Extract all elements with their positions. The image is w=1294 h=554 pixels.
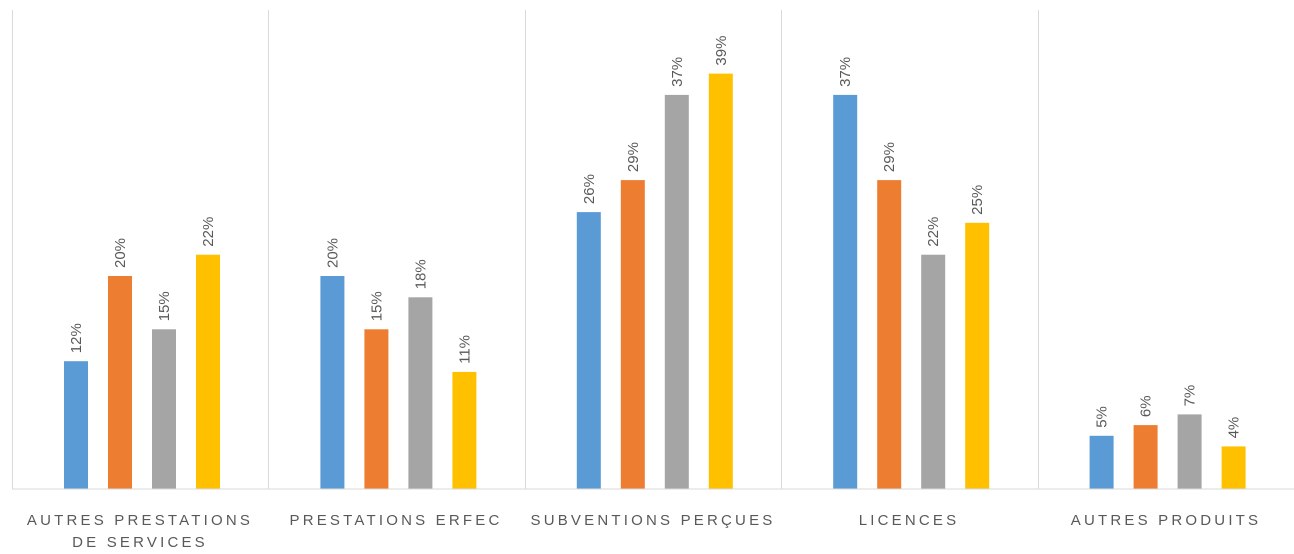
bar: [965, 223, 989, 489]
data-label: 18%: [412, 259, 429, 289]
category-label: LICENCES: [781, 510, 1037, 532]
category-label: AUTRES PRODUITS: [1038, 510, 1294, 532]
data-label: 20%: [112, 238, 129, 268]
bar: [877, 180, 901, 489]
bar-series-group: [64, 74, 1246, 489]
bar: [64, 361, 88, 489]
bar: [108, 276, 132, 489]
data-label: 22%: [925, 217, 942, 247]
bar: [709, 74, 733, 489]
bar: [621, 180, 645, 489]
bar: [665, 95, 689, 489]
bar: [152, 329, 176, 489]
data-label: 15%: [156, 291, 173, 321]
data-label: 25%: [969, 185, 986, 215]
data-label: 4%: [1226, 417, 1243, 439]
category-label: AUTRES PRESTATIONS DE SERVICES: [12, 510, 268, 554]
bar: [921, 255, 945, 489]
bar: [833, 95, 857, 489]
bar: [364, 329, 388, 489]
data-labels-group: 12% 20% 15% 22% 20% 15% 18% 11% 26% 29% 37% 39% 37% 2…: [68, 36, 1243, 439]
category-label: PRESTATIONS ERFEC: [268, 510, 524, 532]
bar: [452, 372, 476, 489]
data-label: 15%: [368, 291, 385, 321]
data-label: 20%: [324, 238, 341, 268]
bar: [196, 255, 220, 489]
data-label: 37%: [837, 57, 854, 87]
data-label: 12%: [68, 323, 85, 353]
bar: [577, 212, 601, 489]
data-label: 11%: [456, 335, 473, 364]
category-label: SUBVENTIONS PERÇUES: [525, 510, 781, 532]
data-label: 37%: [669, 57, 686, 87]
bar: [1222, 446, 1246, 489]
bar: [320, 276, 344, 489]
data-label: 7%: [1182, 385, 1199, 407]
data-label: 22%: [200, 217, 217, 247]
data-label: 39%: [713, 36, 730, 66]
data-label: 29%: [881, 142, 898, 172]
bar: [1178, 414, 1202, 489]
bar: [1134, 425, 1158, 489]
bar: [1090, 436, 1114, 489]
data-label: 29%: [625, 142, 642, 172]
bar: [408, 297, 432, 489]
data-label: 5%: [1094, 406, 1111, 428]
data-label: 26%: [581, 174, 598, 204]
data-label: 6%: [1138, 395, 1155, 417]
